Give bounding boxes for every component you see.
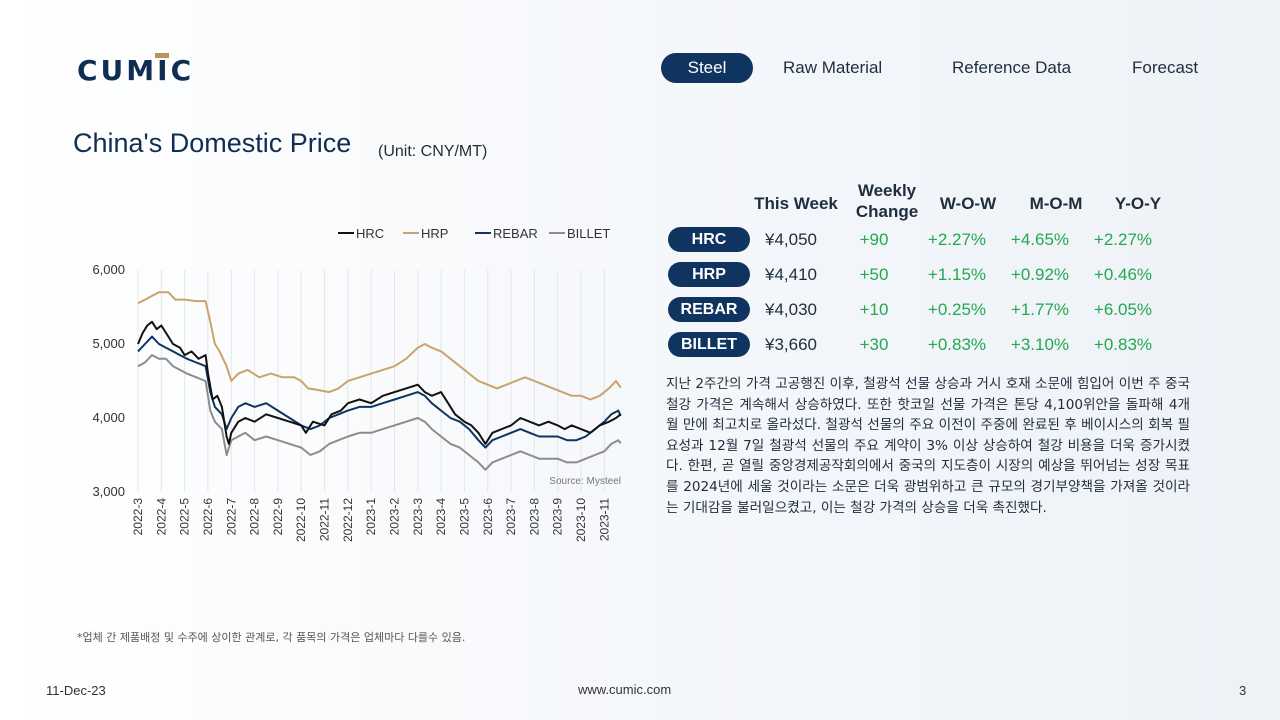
badge-hrp: HRP	[668, 262, 750, 287]
x-tick-label: 2022-5	[178, 498, 192, 536]
x-tick-label: 2023-11	[597, 498, 611, 541]
chart-series	[137, 291, 622, 471]
series-line-hrc	[137, 320, 622, 445]
x-tick-label: 2023-8	[527, 498, 541, 536]
y-tick-label: 5,000	[92, 336, 125, 351]
x-tick-label: 2023-6	[481, 498, 495, 536]
billet-change: +30	[859, 335, 889, 354]
page-title: China's Domestic Price	[73, 128, 352, 158]
x-tick-label: 2022-12	[341, 498, 355, 542]
hrc-wow: +2.27%	[927, 230, 987, 249]
rebar-mom: +1.77%	[1010, 300, 1070, 319]
legend-label-rebar: REBAR	[493, 226, 538, 241]
y-tick-label: 6,000	[92, 262, 125, 277]
billet-mom: +3.10%	[1010, 335, 1070, 354]
x-tick-label: 2023-5	[457, 498, 471, 536]
x-tick-label: 2023-4	[434, 498, 448, 536]
x-tick-label: 2022-10	[294, 498, 308, 542]
x-axis-ticks: 2022-3 2022-4 2022-5 2022-6 2022-7 2022-8 2022…	[131, 498, 611, 542]
header-weekly-change-line2: Change	[855, 202, 919, 221]
rebar-yoy: +6.05%	[1093, 300, 1153, 319]
rebar-wow: +0.25%	[927, 300, 987, 319]
unit-label: (Unit: CNY/MT)	[378, 143, 488, 160]
x-tick-label: 2022-3	[131, 498, 145, 536]
x-tick-label: 2023-2	[387, 498, 401, 536]
logo-accent-mark	[155, 53, 169, 58]
billet-wow: +0.83%	[927, 335, 987, 354]
header-weekly-change-line1: Weekly	[857, 181, 917, 200]
x-tick-label: 2023-10	[574, 498, 588, 542]
x-tick-label: 2023-7	[504, 498, 518, 536]
hrc-mom: +4.65%	[1010, 230, 1070, 249]
market-commentary: 지난 2주간의 가격 고공행진 이후, 철광석 선물 상승과 거시 호재 소문에…	[666, 376, 1190, 516]
x-tick-label: 2023-3	[411, 498, 425, 536]
chart-legend: HRC HRP REBAR BILLET	[338, 226, 610, 241]
x-tick-label: 2022-6	[201, 498, 215, 536]
legend-label-billet: BILLET	[567, 226, 610, 241]
rebar-price: ¥4,030	[765, 300, 817, 319]
hrp-yoy: +0.46%	[1093, 265, 1153, 284]
badge-hrc: HRC	[668, 227, 750, 252]
header-weekly-change: Weekly Change	[852, 180, 922, 222]
tab-forecast[interactable]: Forecast	[1132, 58, 1199, 77]
header-this-week: This Week	[754, 194, 838, 213]
tab-reference-data[interactable]: Reference Data	[952, 58, 1072, 77]
y-tick-label: 3,000	[92, 484, 125, 499]
x-tick-label: 2022-11	[318, 498, 332, 541]
brand-name: CUMIC	[77, 54, 195, 87]
header-yoy: Y-O-Y	[1114, 194, 1162, 213]
x-tick-label: 2023-1	[364, 498, 378, 536]
billet-yoy: +0.83%	[1093, 335, 1153, 354]
report-date: 11-Dec-23	[46, 683, 106, 698]
billet-price: ¥3,660	[765, 335, 817, 354]
chart-source: Source: Mysteel	[549, 476, 621, 487]
badge-billet: BILLET	[668, 332, 750, 357]
hrc-yoy: +2.27%	[1093, 230, 1153, 249]
y-tick-label: 4,000	[92, 410, 125, 425]
series-line-rebar	[137, 335, 622, 449]
hrc-price: ¥4,050	[765, 230, 817, 249]
brand-logo: CUMIC	[77, 53, 195, 87]
website-link[interactable]: www.cumic.com	[578, 682, 672, 697]
header-wow: W-O-W	[939, 194, 997, 213]
series-line-billet	[137, 354, 622, 471]
x-tick-label: 2022-4	[154, 498, 168, 536]
hrp-wow: +1.15%	[927, 265, 987, 284]
x-tick-label: 2022-7	[224, 498, 238, 536]
tab-raw-material[interactable]: Raw Material	[783, 58, 883, 77]
badge-rebar: REBAR	[668, 297, 750, 322]
x-tick-label: 2022-8	[248, 498, 262, 536]
x-tick-label: 2023-9	[551, 498, 565, 536]
tab-steel[interactable]: Steel	[661, 53, 753, 83]
series-line-hrp	[137, 291, 622, 401]
rebar-change: +10	[859, 300, 889, 319]
hrc-change: +90	[859, 230, 889, 249]
page-number: 3	[1239, 683, 1247, 698]
footnote: *업체 간 제품배정 및 수주에 상이한 관계로, 각 품목의 가격은 업체마다…	[77, 631, 466, 644]
header-mom: M-O-M	[1029, 194, 1083, 213]
x-tick-label: 2022-9	[271, 498, 285, 536]
legend-label-hrc: HRC	[356, 226, 384, 241]
hrp-price: ¥4,410	[765, 265, 817, 284]
hrp-mom: +0.92%	[1010, 265, 1070, 284]
y-axis-ticks: 3,000 4,000 5,000 6,000	[92, 262, 125, 499]
hrp-change: +50	[859, 265, 889, 284]
legend-label-hrp: HRP	[421, 226, 448, 241]
